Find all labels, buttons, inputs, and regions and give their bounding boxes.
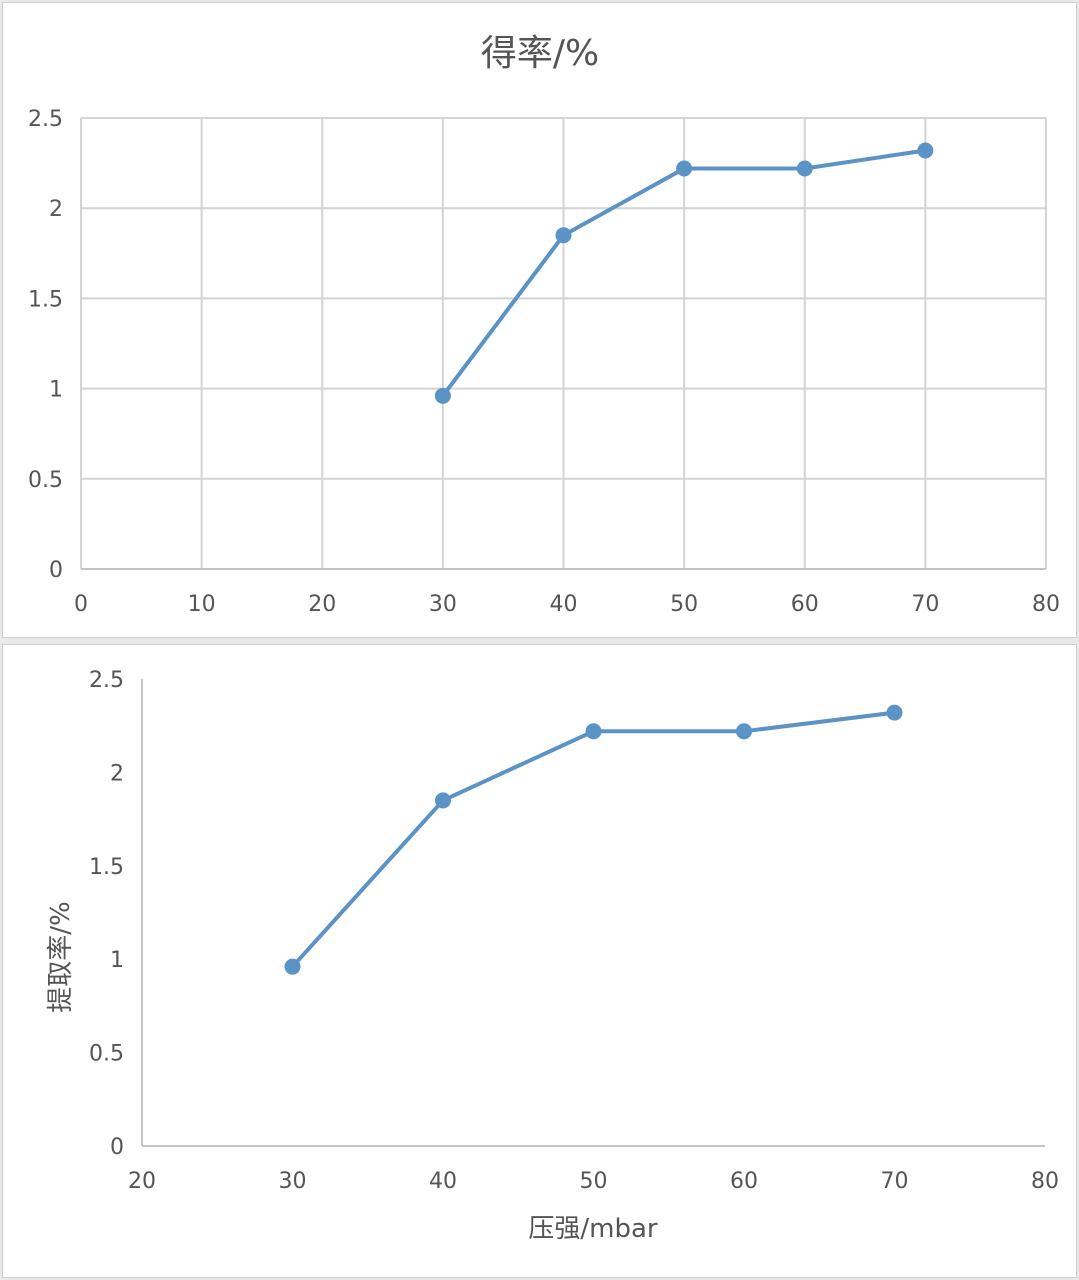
data-point	[585, 723, 602, 740]
x-tick-label: 30	[279, 1169, 307, 1194]
data-point	[676, 160, 693, 177]
y-tick-label: 0.5	[89, 1042, 124, 1067]
x-tick-label: 70	[911, 592, 939, 617]
x-tick-label: 80	[1032, 592, 1060, 617]
y-tick-label: 1	[49, 378, 63, 403]
chart-title: 得率/%	[481, 33, 599, 74]
data-series	[434, 142, 934, 404]
x-tick-label: 0	[74, 592, 88, 617]
y-tick-label: 2.5	[28, 107, 63, 132]
chart-panel-top: 得率/% 0 0.5 1 1.5 2 2.5 0 10 20 30 40 50 60 70 80	[2, 2, 1077, 638]
data-point	[434, 387, 451, 404]
data-series	[284, 704, 903, 975]
x-tick-label: 40	[550, 592, 578, 617]
x-tick-label: 70	[881, 1169, 909, 1194]
axes	[141, 679, 1045, 1147]
x-axis-label: 压强/mbar	[528, 1214, 658, 1244]
y-tick-label: 2	[49, 197, 63, 222]
chart-top: 得率/% 0 0.5 1 1.5 2 2.5 0 10 20 30 40 50 60 70 80	[28, 33, 1060, 617]
data-point	[284, 958, 301, 975]
x-tick-label: 10	[188, 592, 216, 617]
data-point	[736, 723, 752, 740]
y-axis-label: 提取率/%	[46, 901, 76, 1012]
y-tick-label: 0	[110, 1135, 124, 1160]
x-tick-label: 40	[429, 1169, 457, 1194]
y-tick-label: 1.5	[89, 855, 124, 880]
y-tick-label: 2	[110, 761, 124, 786]
x-tick-label: 60	[730, 1169, 758, 1194]
y-tick-label: 0.5	[28, 468, 63, 493]
y-tick-label: 1.5	[28, 287, 63, 312]
x-tick-label: 20	[308, 592, 336, 617]
y-tick-label: 0	[49, 558, 63, 583]
data-point	[435, 792, 451, 809]
x-tick-label: 30	[429, 592, 457, 617]
x-tick-label: 80	[1031, 1169, 1059, 1194]
chart-bottom: 压强/mbar 提取率/% 0 0.5 1 1.5 2 2.5 20 30 40 50 60 70 80	[46, 668, 1059, 1244]
data-point	[796, 160, 813, 177]
y-tick-label: 2.5	[89, 668, 124, 693]
y-tick-label: 1	[110, 948, 124, 973]
series-line	[291, 710, 895, 969]
chart-panel-bottom: 压强/mbar 提取率/% 0 0.5 1 1.5 2 2.5 20 30 40 50 60 70 80	[2, 644, 1077, 1278]
x-tick-label: 20	[128, 1169, 156, 1194]
data-point	[917, 142, 934, 159]
x-tick-label: 60	[791, 592, 819, 617]
data-point	[886, 704, 903, 721]
grid-lines	[80, 117, 1047, 570]
x-tick-label: 50	[670, 592, 698, 617]
tick-labels: 0 0.5 1 1.5 2 2.5 20 30 40 50 60 70 80	[89, 668, 1059, 1194]
x-tick-label: 50	[580, 1169, 608, 1194]
tick-labels: 0 0.5 1 1.5 2 2.5 0 10 20 30 40 50 60 70 80	[28, 107, 1060, 617]
data-point	[555, 227, 572, 244]
